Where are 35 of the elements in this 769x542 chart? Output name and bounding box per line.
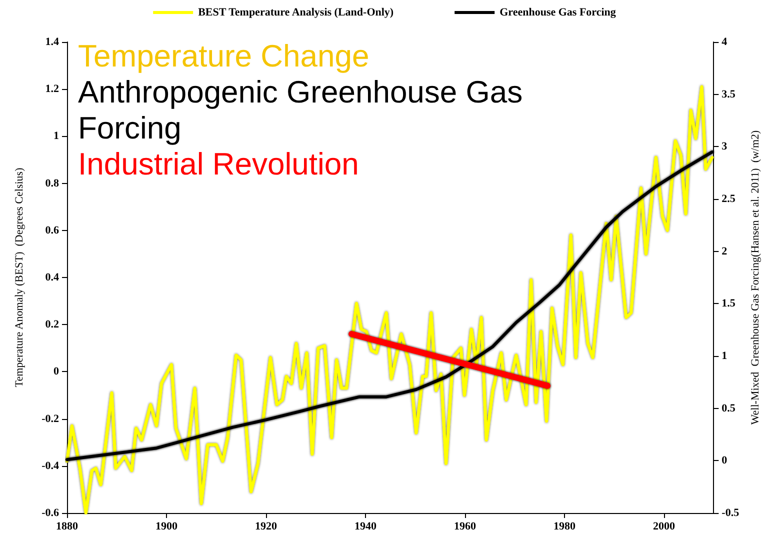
annotation: Industrial Revolution [78,146,359,182]
y-tick-label: 0.2 [45,318,60,331]
y2-tick-label: 0 [722,454,728,467]
y-tick-label: -0.4 [42,460,60,472]
y-tick-label: 0.8 [45,177,60,190]
y2-axis-title: Well-Mixed Greenhouse Gas Forcing(Hansen et al. 2011) (w/m2) [750,130,762,425]
x-tick-label: 1920 [254,520,278,532]
y2-tick-label: -0.5 [722,507,740,519]
y2-tick-label: 0.5 [722,402,736,414]
x-tick-label: 1900 [155,520,178,532]
y2-tick-label: 2 [722,245,728,258]
y-tick-label: -0.2 [42,412,60,425]
x-tick-label: 1980 [553,520,576,532]
y-axis-title: Temperature Anomaly (BEST) (Degrees Celsius) [14,167,26,388]
y-tick-label: 0.4 [45,272,60,284]
annotation: Anthropogenic Greenhouse Gas Forcing [78,74,532,146]
x-tick-label: 2000 [652,520,676,532]
y2-tick-label: 4 [722,36,728,48]
x-tick-label: 1960 [454,520,476,532]
y-tick-label: 1.2 [45,83,60,96]
y-tick-label: 1.4 [45,36,60,48]
y2-tick-label: 3.5 [722,88,736,100]
x-tick-label: 1880 [56,520,78,532]
y-tick-label: 1 [54,130,59,142]
legend-label: Greenhouse Gas Forcing [500,6,616,18]
y-tick-label: 0 [54,366,60,378]
legend-label: BEST Temperature Analysis (Land-Only) [198,6,394,18]
y2-tick-label: 2.5 [722,193,736,205]
y2-tick-label: 1.5 [722,298,736,310]
y2-tick-label: 3 [722,140,728,153]
y-tick-label: -0.6 [42,507,60,519]
x-tick-label: 1940 [354,520,377,532]
y-tick-label: 0.6 [45,224,60,236]
y2-tick-label: 1 [722,350,728,362]
annotation: Temperature Change [78,38,370,74]
